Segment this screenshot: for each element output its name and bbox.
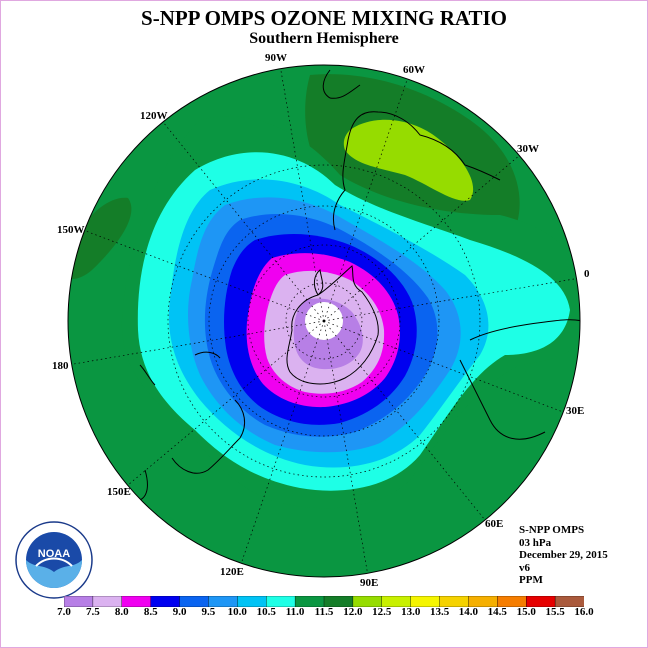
map-subtitle: Southern Hemisphere [249,30,399,47]
south-america-coast [332,111,501,231]
ozone-contours [68,65,580,577]
latitude-circles [167,164,481,478]
lon-label-150w: 150W [57,224,85,236]
map-title: S-NPP OMPS OZONE MIXING RATIO [141,6,507,30]
colorbar-tick-label: 7.0 [57,606,71,618]
lon-label-120e: 120E [220,566,244,578]
colorbar-tick-label: 9.5 [201,606,216,618]
band-12-5 [343,119,474,201]
map-boundary [67,64,581,578]
colorbar-tick-label: 11.5 [314,606,334,618]
colorbar [64,596,584,607]
coastlines [139,69,580,577]
colorbar-tick-label: 14.0 [458,606,479,618]
lon-label-60e: 60E [485,518,504,530]
colorbar-tick-label: 12.5 [372,606,392,618]
info-date: December 29, 2015 [519,549,608,561]
info-units: PPM [519,574,543,586]
lon-label-30e: 30E [566,405,585,417]
colorbar-tick-label: 13.0 [401,606,421,618]
colorbar-swatch [554,596,584,607]
noaa-logo: NOAA [15,521,93,599]
australia-coast [171,399,246,474]
colorbar-tick-label: 15.0 [516,606,536,618]
info-level: 03 hPa [519,536,552,549]
lon-label-150e: 150E [107,486,131,498]
colorbar-tick-label: 12.0 [343,606,363,618]
new-zealand-coast [139,351,221,386]
info-version: v6 [519,561,530,574]
colorbar-tick-label: 9.0 [172,606,187,618]
colorbar-tick-label: 7.5 [86,606,100,618]
lon-label-90e: 90E [360,577,379,589]
colorbar-tick-label: 14.5 [487,606,507,618]
info-instrument: S-NPP OMPS [519,524,585,536]
lon-label-60w: 60W [403,64,425,76]
meridians [68,65,580,577]
colorbar-tick-label: 11.0 [285,606,305,618]
band-12-0-west [68,197,132,279]
colorbar-tick-label: 10.5 [256,606,276,618]
colorbar-tick-label: 8.5 [143,606,158,618]
lon-label-0: 0 [584,268,590,280]
lon-label-30w: 30W [517,143,539,155]
noaa-logo-text: NOAA [38,548,70,560]
lon-label-180: 180 [52,360,69,372]
lon-label-90w: 90W [265,52,287,64]
colorbar-tick-label: 8.0 [114,606,129,618]
lon-label-120w: 120W [140,110,168,122]
antarctica-coast [286,265,379,385]
colorbar-ticks: 7.0 7.5 8.0 8.5 9.0 9.5 10.0 10.5 11.0 11.5 12.0 12… [57,606,598,622]
colorbar-tick-label: 13.5 [429,606,450,618]
colorbar-tick-label: 16.0 [574,606,594,618]
colorbar-tick-label: 15.5 [545,606,565,618]
info-block: S-NPP OMPS 03 hPa December 29, 2015 v6 P… [519,524,608,587]
colorbar-tick-label: 10.0 [227,606,247,618]
africa-coast [459,319,580,440]
